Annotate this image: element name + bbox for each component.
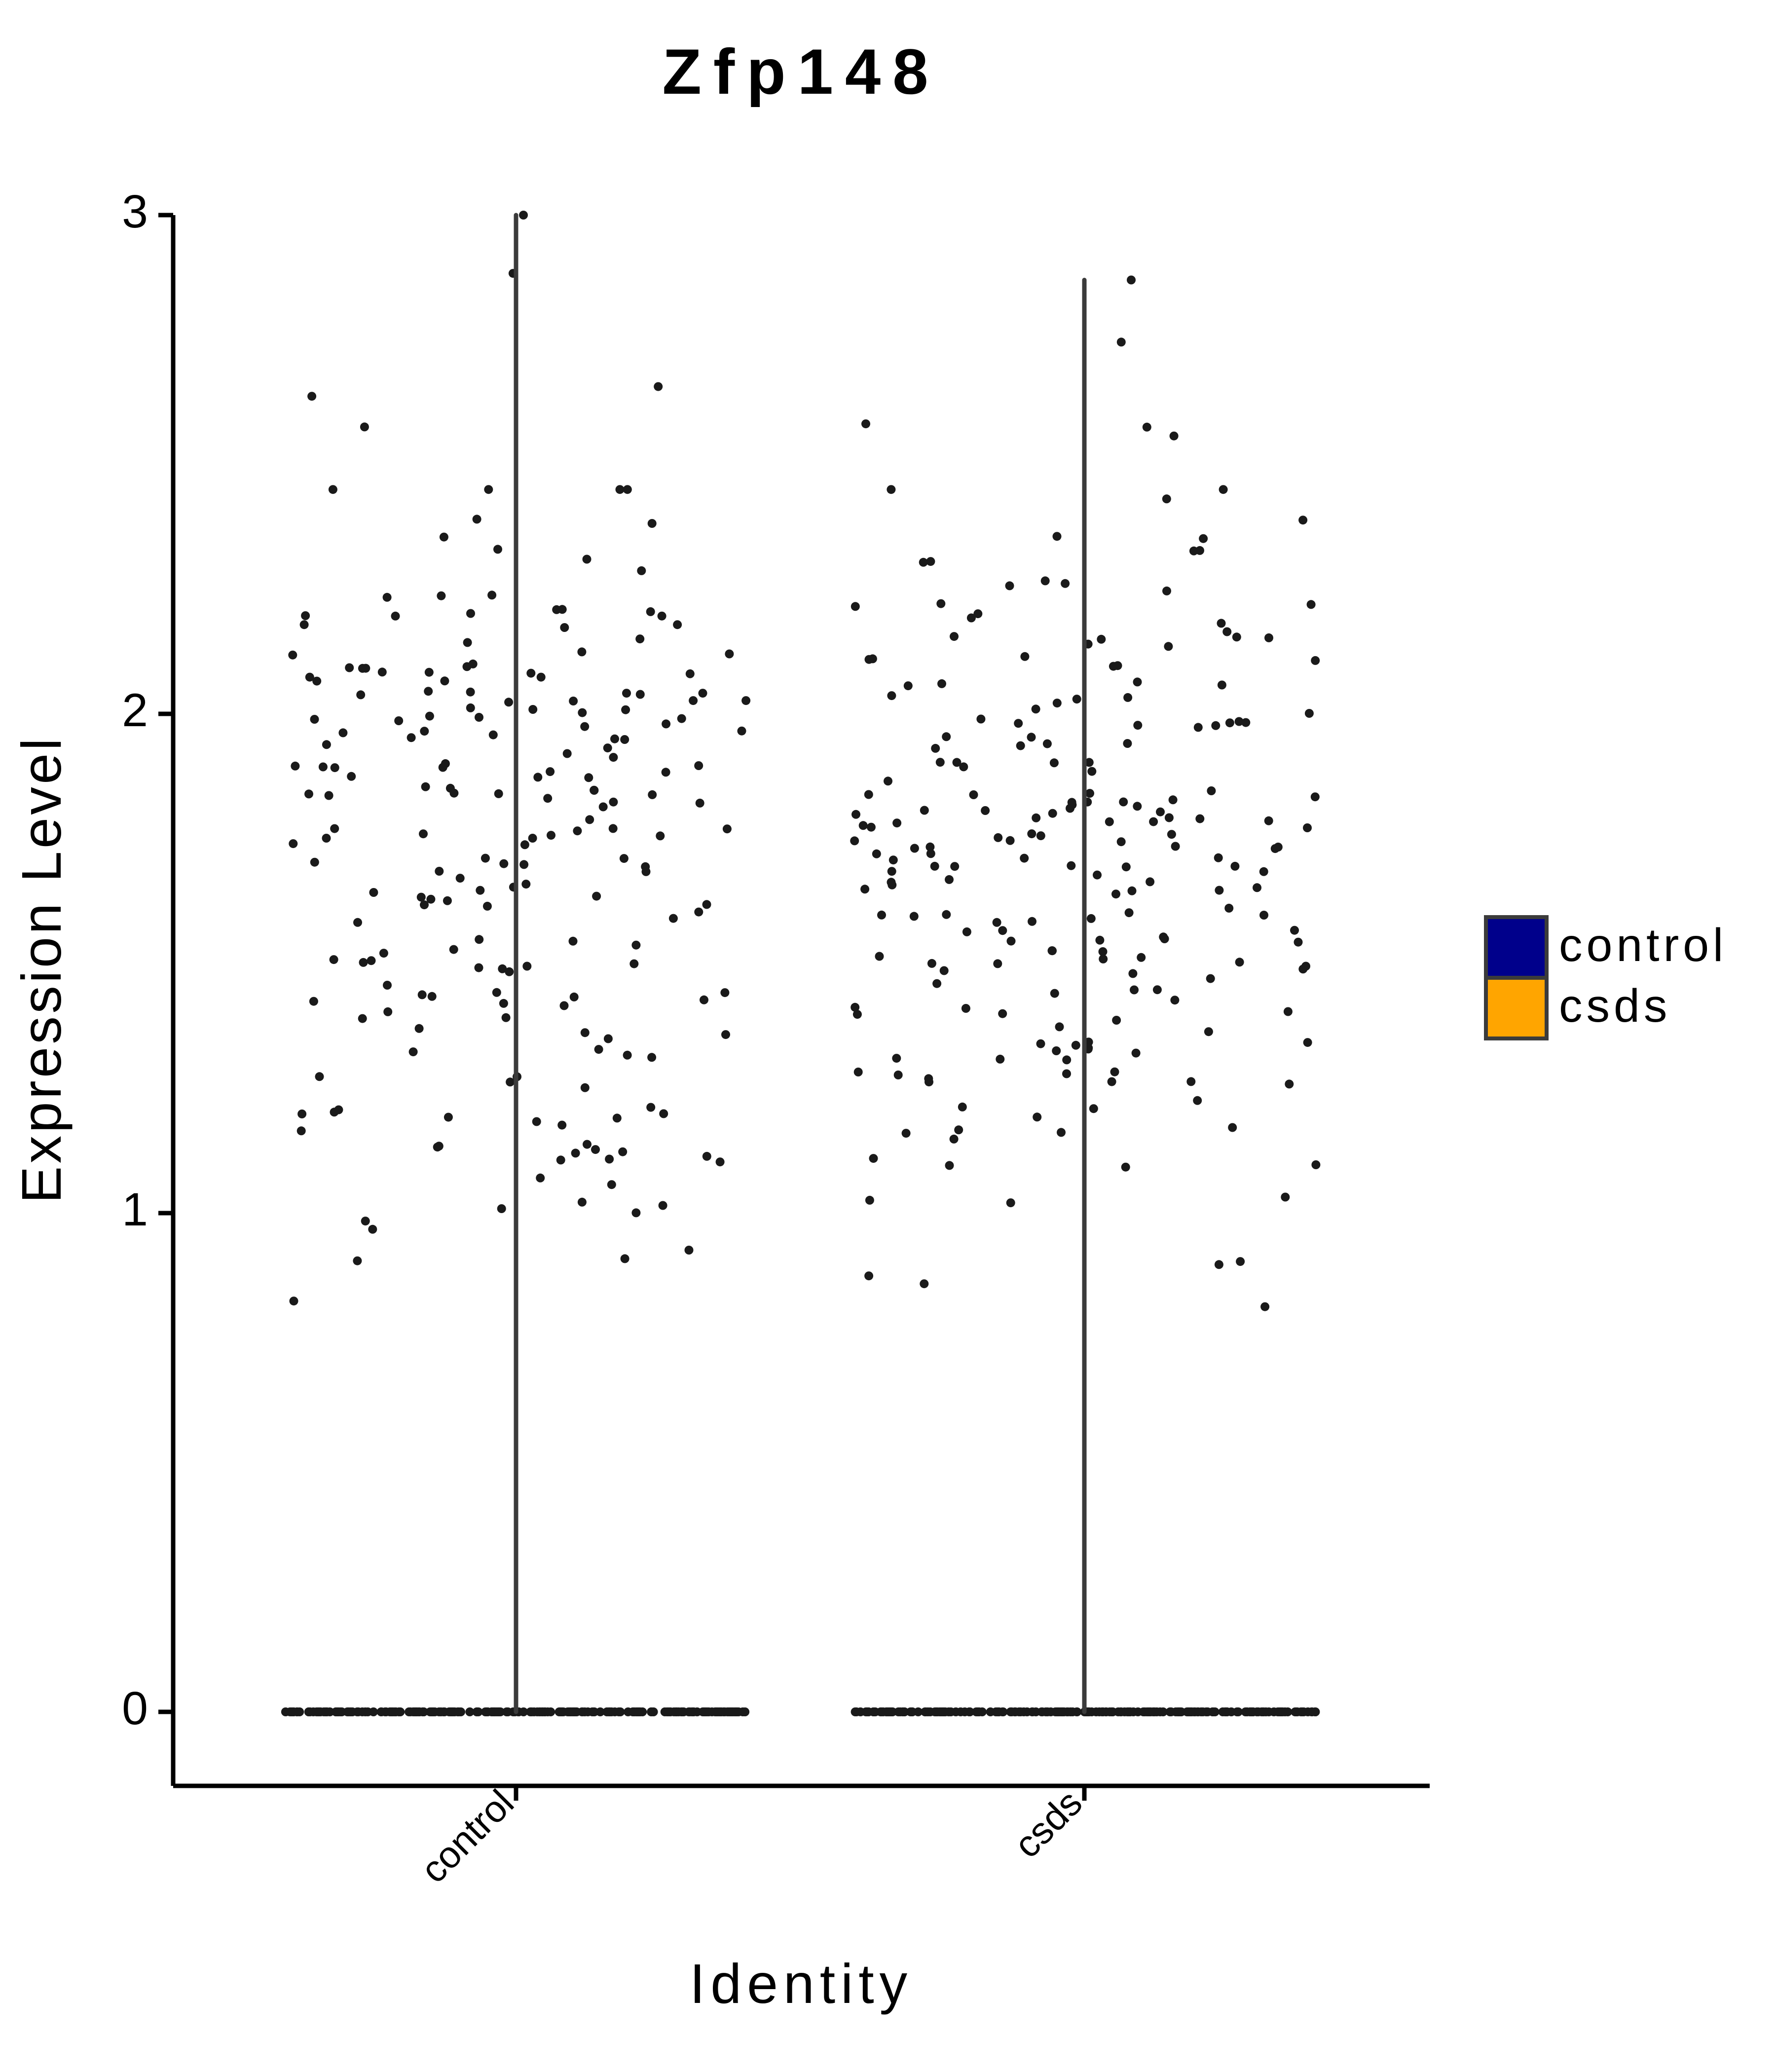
svg-text:Identity: Identity <box>690 1953 913 2015</box>
svg-text:3: 3 <box>122 185 148 238</box>
svg-text:Zfp148: Zfp148 <box>662 36 940 108</box>
svg-text:csds: csds <box>1006 1782 1090 1866</box>
svg-text:0: 0 <box>122 1682 148 1735</box>
svg-text:1: 1 <box>122 1184 148 1236</box>
svg-text:csds: csds <box>1559 980 1671 1032</box>
svg-text:2: 2 <box>122 684 148 737</box>
svg-text:control: control <box>1559 919 1727 971</box>
svg-text:Expression Level: Expression Level <box>10 736 73 1204</box>
svg-text:control: control <box>413 1782 522 1891</box>
